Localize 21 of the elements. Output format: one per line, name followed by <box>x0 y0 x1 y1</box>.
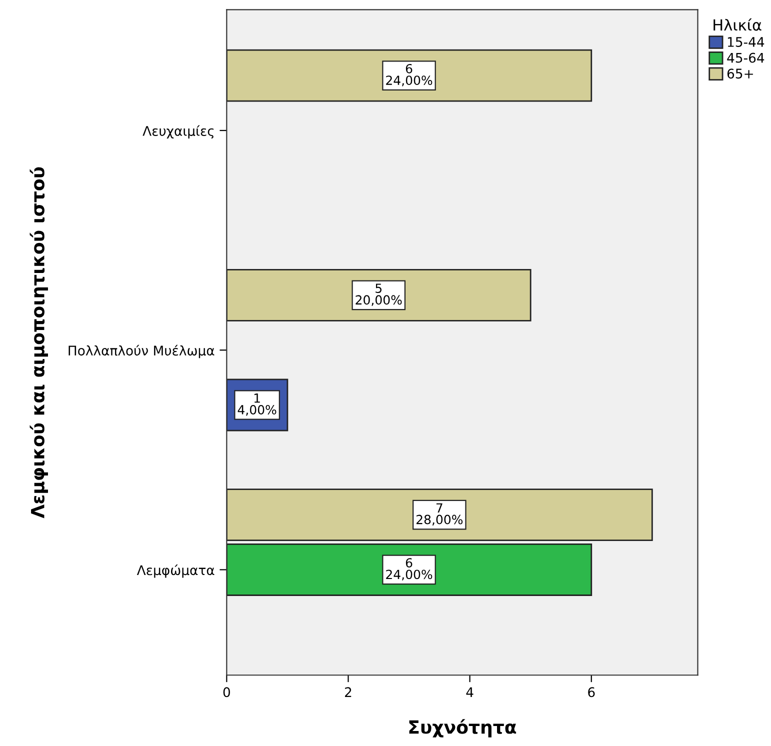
legend-label: 65+ <box>727 68 753 79</box>
y-tick-label: Λεμφώματα <box>136 564 214 578</box>
y-tick-label: Λευχαιμίες <box>142 125 214 139</box>
y-tick-label: Πολλαπλούν Μυέλωμα <box>68 344 214 358</box>
x-axis-title: Συχνότητα <box>409 719 516 738</box>
bar <box>226 543 592 596</box>
data-label: 6 24,00% <box>386 64 432 86</box>
bar <box>226 488 653 542</box>
legend-label: 45-64 <box>727 52 764 63</box>
data-label: 7 28,00% <box>416 503 463 526</box>
y-axis-title: Λεμφικού και αιμοποιητικού ιστού <box>30 167 48 518</box>
bar <box>226 49 592 102</box>
x-tick-label: 6 <box>588 687 595 698</box>
data-label: 1 4,00% <box>238 394 276 416</box>
x-tick-label: 4 <box>466 687 474 697</box>
data-label: 5 20,00% <box>356 284 402 306</box>
x-tick-label: 0 <box>223 687 230 698</box>
x-tick-label: 2 <box>345 687 352 697</box>
legend-title: Ηλικία <box>714 18 762 31</box>
legend-label: 15-44 <box>728 37 764 47</box>
data-label: 6 24,00% <box>386 558 432 580</box>
